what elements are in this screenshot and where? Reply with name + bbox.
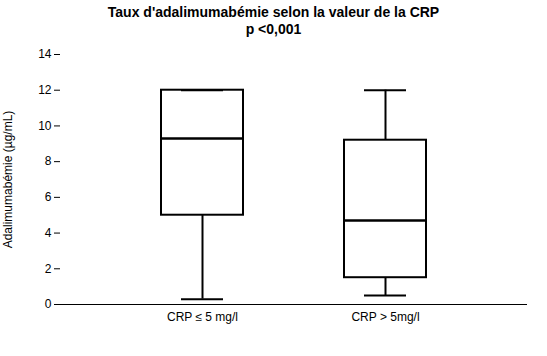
- svg-text:4: 4: [45, 226, 52, 240]
- svg-text:14: 14: [38, 47, 52, 61]
- svg-text:10: 10: [38, 119, 52, 133]
- svg-text:Adalimumabémie (µg/mL): Adalimumabémie (µg/mL): [1, 111, 15, 249]
- svg-text:CRP > 5mg/l: CRP > 5mg/l: [351, 310, 419, 324]
- svg-text:8: 8: [45, 154, 52, 168]
- html-text:p <0,001: p <0,001: [245, 21, 302, 37]
- svg-text:CRP ≤ 5 mg/l: CRP ≤ 5 mg/l: [167, 310, 238, 324]
- svg-text:0: 0: [45, 297, 52, 311]
- svg-text:12: 12: [38, 83, 52, 97]
- svg-text:6: 6: [45, 190, 52, 204]
- html-text:Taux d'adalimumabémie selon la: Taux d'adalimumabémie selon la valeur de…: [107, 4, 440, 20]
- svg-text:2: 2: [45, 262, 52, 276]
